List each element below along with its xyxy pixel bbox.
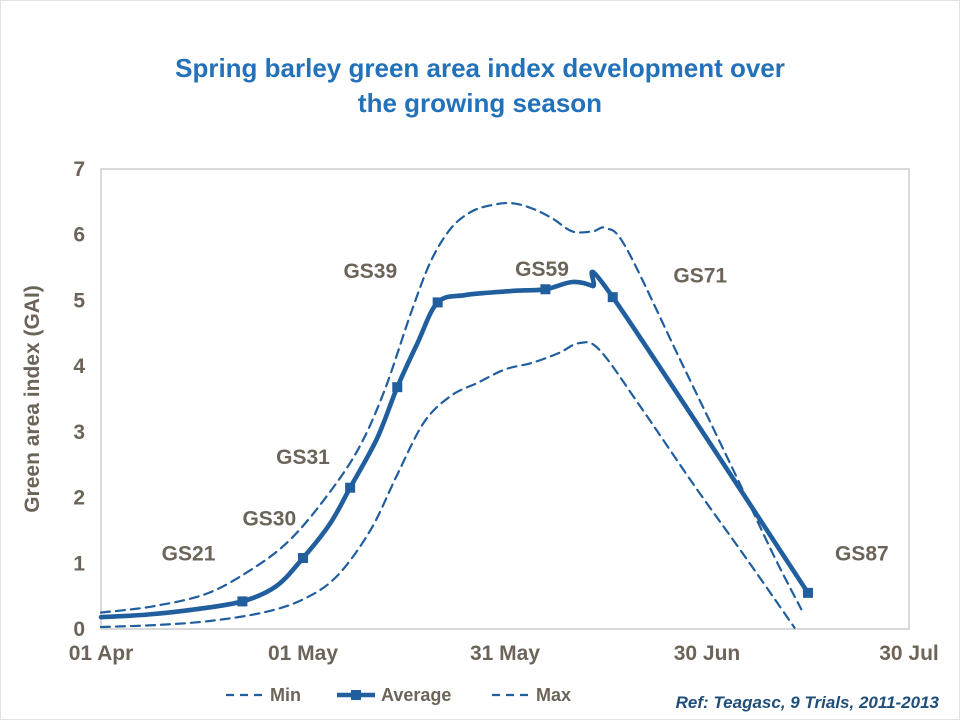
- plot-border: [100, 168, 910, 630]
- average-marker: [345, 482, 356, 493]
- average-marker: [432, 297, 443, 308]
- annotation-gs59: GS59: [515, 258, 569, 281]
- average-marker: [298, 553, 308, 564]
- average-marker: [607, 292, 618, 303]
- legend-marker-sample: [351, 690, 361, 700]
- y-tick-label-2: 2: [73, 487, 85, 510]
- legend-item-max: Max: [492, 685, 571, 705]
- x-tick-label-30-jun: 30 Jun: [674, 642, 741, 665]
- y-tick-label-1: 1: [73, 552, 85, 575]
- y-tick-label-3: 3: [73, 421, 85, 444]
- legend-label: Min: [270, 685, 301, 705]
- annotation-gs31: GS31: [276, 446, 330, 469]
- annotation-gs30: GS30: [242, 508, 296, 531]
- annotation-gs21: GS21: [162, 542, 216, 565]
- legend-label: Max: [536, 685, 571, 705]
- reference-note: Ref: Teagasc, 9 Trials, 2011-2013: [675, 693, 939, 712]
- y-tick-label-5: 5: [73, 289, 85, 312]
- average-series-line: [98, 269, 811, 620]
- legend-label: Average: [381, 685, 451, 705]
- average-marker: [237, 596, 248, 607]
- average-marker: [392, 382, 403, 393]
- chart-title-line2: the growing season: [357, 88, 603, 119]
- y-tick-label-0: 0: [73, 618, 85, 641]
- chart-title-line1: Spring barley green area index developme…: [175, 53, 785, 83]
- y-tick-label-4: 4: [73, 355, 85, 378]
- annotation-gs71: GS71: [673, 264, 727, 287]
- annotation-gs39: GS39: [343, 260, 397, 283]
- x-tick-label-31-may: 31 May: [470, 642, 540, 665]
- x-tick-label-30-jul: 30 Jul: [879, 642, 939, 665]
- x-tick-label-01-may: 01 May: [268, 642, 338, 665]
- chart-title: Spring barley green area index developme…: [1, 51, 959, 121]
- y-tick-label-6: 6: [73, 224, 85, 247]
- annotation-gs87: GS87: [835, 542, 889, 565]
- legend-item-min: Min: [226, 685, 301, 705]
- average-marker: [803, 587, 813, 598]
- legend-item-average: Average: [337, 685, 451, 705]
- x-tick-label-01-apr: 01 Apr: [69, 642, 134, 665]
- min-series-line: [99, 341, 796, 629]
- max-series-line: [99, 201, 803, 614]
- y-tick-label-7: 7: [73, 158, 85, 181]
- y-axis-title: Green area index (GAI): [21, 285, 44, 513]
- average-marker: [540, 284, 551, 295]
